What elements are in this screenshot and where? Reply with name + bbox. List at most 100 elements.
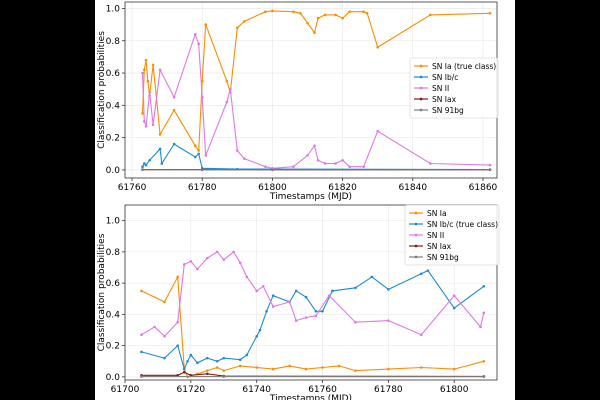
chart-bottom: 61700 61720 61740 61760 61780 61800 0.0 0.2 0.4 0…	[97, 204, 500, 400]
data-point	[419, 366, 423, 369]
data-point	[143, 120, 146, 123]
data-point	[271, 367, 275, 371]
data-point	[238, 261, 242, 265]
legend-item: SN Ib/c	[414, 73, 458, 82]
legend-marker	[414, 222, 418, 226]
data-point	[232, 250, 235, 254]
legend-item: SN II	[414, 84, 449, 93]
series-3	[141, 32, 492, 170]
data-point	[452, 294, 456, 297]
data-point	[362, 165, 365, 168]
data-point	[172, 108, 176, 112]
data-point	[299, 12, 302, 15]
data-point	[337, 364, 341, 368]
legend-label: SN Ib/c	[432, 73, 458, 82]
legend-box	[404, 204, 500, 266]
x-tick-label: 61860	[469, 183, 498, 193]
data-point	[488, 163, 492, 167]
legend-label: SN Ib/c (true class)	[427, 220, 498, 229]
data-point	[189, 374, 193, 377]
data-point	[429, 162, 432, 165]
legend-label: SN II	[432, 84, 449, 93]
data-point	[182, 367, 186, 371]
data-point	[387, 367, 390, 371]
data-point	[316, 158, 320, 162]
data-point	[313, 31, 316, 34]
y-tick-label: 0.2	[106, 342, 120, 352]
x-axis-label: Timestamps (MJD)	[269, 394, 352, 400]
data-point	[419, 272, 423, 276]
y-tick-label: 0.8	[106, 37, 121, 47]
data-point	[144, 58, 148, 62]
data-point	[327, 294, 331, 297]
x-tick-label: 61780	[188, 183, 217, 193]
series-line	[141, 10, 491, 153]
legend-marker	[419, 86, 423, 90]
data-point	[292, 165, 295, 168]
series-3	[140, 250, 486, 338]
x-tick-label: 61720	[177, 385, 206, 395]
data-point	[204, 154, 208, 157]
x-axis-label: Timestamps (MJD)	[269, 192, 352, 202]
data-point	[488, 12, 492, 15]
data-point	[197, 149, 200, 152]
data-point	[304, 295, 308, 299]
data-point	[225, 100, 229, 104]
data-point	[261, 284, 265, 288]
legend-item: SN Ia	[409, 209, 447, 218]
series-1	[141, 9, 492, 153]
legend-label: SN Ia	[427, 209, 447, 218]
data-point	[144, 163, 148, 167]
data-point	[334, 162, 337, 165]
data-point	[321, 309, 324, 313]
data-point	[370, 275, 374, 279]
legend: SN Ia SN Ib/c (true class) SN II SN Iax SN 9…	[404, 204, 500, 266]
data-point	[215, 359, 219, 363]
data-point	[323, 162, 327, 165]
data-point	[140, 350, 143, 354]
data-point	[158, 147, 162, 151]
x-tick-label: 61760	[118, 183, 147, 193]
data-point	[163, 300, 166, 304]
data-point	[196, 361, 199, 365]
legend-marker	[414, 233, 418, 237]
data-point	[348, 10, 351, 13]
x-tick-label: 61800	[258, 183, 287, 193]
legend-item: SN 91bg	[409, 253, 459, 262]
y-tick-label: 0.6	[106, 279, 121, 289]
data-point	[228, 87, 232, 91]
data-point	[264, 165, 267, 168]
data-point	[271, 168, 274, 172]
data-point	[206, 356, 209, 360]
x-tick-label: 61800	[440, 385, 469, 395]
legend-marker	[419, 75, 423, 79]
data-point	[143, 68, 146, 72]
data-point	[314, 314, 318, 318]
data-point	[354, 369, 357, 372]
legend: SN Ia (true class) SN Ib/c SN II SN Iax SN 9…	[409, 57, 499, 119]
x-tick-label: 61820	[328, 183, 357, 193]
legend-label: SN 91bg	[432, 106, 464, 115]
data-point	[419, 333, 423, 336]
data-point	[176, 320, 179, 324]
data-point	[236, 149, 239, 152]
data-point	[314, 309, 318, 313]
data-point	[153, 325, 156, 329]
data-point	[189, 259, 193, 263]
data-point	[294, 289, 298, 293]
data-point	[376, 129, 379, 133]
data-point	[334, 13, 337, 17]
data-point	[141, 112, 144, 115]
data-point	[292, 10, 295, 13]
data-point	[387, 319, 390, 322]
data-point	[182, 370, 186, 374]
data-point	[196, 267, 199, 271]
data-point	[452, 306, 456, 310]
series-5	[141, 168, 492, 172]
data-point	[294, 319, 298, 322]
data-point	[182, 263, 186, 266]
data-point	[238, 364, 242, 368]
data-point	[341, 16, 344, 20]
data-point	[160, 162, 164, 165]
